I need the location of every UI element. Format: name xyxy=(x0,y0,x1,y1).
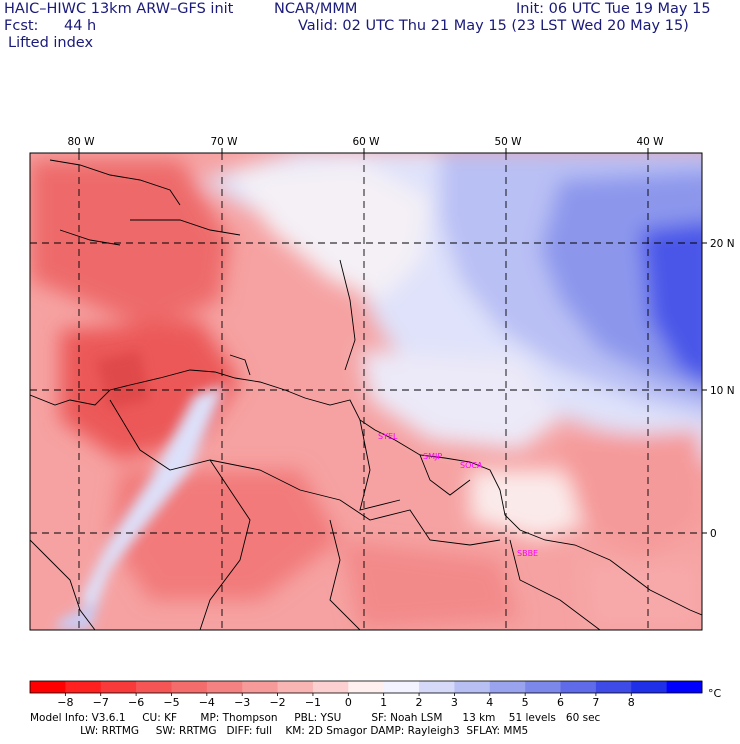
colorbar-label: 1 xyxy=(380,696,387,709)
colorbar-frame xyxy=(29,680,703,694)
model-info-line-1: Model Info: V3.6.1 CU: KF MP: Thompson P… xyxy=(30,712,601,724)
lat-label-20n: 20 N xyxy=(710,238,735,250)
lon-label-40w: 40 W xyxy=(636,136,664,148)
model-info-line-2: LW: RRTMG SW: RRTMG DIFF: full KM: 2D Sm… xyxy=(30,725,529,737)
colorbar-swatch xyxy=(348,681,385,693)
lon-label-50w: 50 W xyxy=(494,136,522,148)
colorbar: −8 −7 −6 −5 −4 −3 −2 −1 0 1 2 3 4 5 6 7 8 °C xyxy=(29,680,722,709)
colorbar-swatch xyxy=(312,681,349,693)
valid-time: Valid: 02 UTC Thu 21 May 15 (23 LST Wed … xyxy=(298,18,689,34)
lon-label-60w: 60 W xyxy=(352,136,380,148)
station-sbbe: SBBE xyxy=(517,549,538,558)
colorbar-swatch xyxy=(171,681,208,693)
colorbar-label: −1 xyxy=(305,696,321,709)
lat-label-10n: 10 N xyxy=(710,385,735,397)
forecast-label: Fcst: xyxy=(4,18,39,34)
colorbar-swatch xyxy=(454,681,491,693)
lifted-index-field xyxy=(30,153,702,630)
colorbar-swatch xyxy=(100,681,137,693)
colorbar-label: −5 xyxy=(163,696,179,709)
colorbar-label: −7 xyxy=(93,696,109,709)
colorbar-label: 3 xyxy=(451,696,458,709)
graticule xyxy=(30,153,702,630)
map-frame xyxy=(29,152,703,631)
coastlines xyxy=(30,159,702,630)
colorbar-label: 7 xyxy=(592,696,599,709)
colorbar-label: 6 xyxy=(557,696,564,709)
colorbar-swatch xyxy=(30,681,66,693)
colorbar-swatch xyxy=(242,681,279,693)
station-smjp: SMJP xyxy=(423,452,442,461)
colorbar-label: −8 xyxy=(57,696,73,709)
station-syel: SYEL xyxy=(378,432,398,441)
colorbar-swatch xyxy=(525,681,562,693)
colorbar-label: 5 xyxy=(522,696,529,709)
colorbar-swatch xyxy=(136,681,172,693)
colorbar-swatch xyxy=(277,681,314,693)
colorbar-label: −2 xyxy=(269,696,285,709)
colorbar-label: −3 xyxy=(234,696,250,709)
lon-label-80w: 80 W xyxy=(67,136,95,148)
colorbar-swatch xyxy=(489,681,526,693)
colorbar-label: 4 xyxy=(486,696,493,709)
colorbar-label: −4 xyxy=(199,696,215,709)
colorbar-swatch xyxy=(206,681,243,693)
init-time: Init: 06 UTC Tue 19 May 15 xyxy=(516,1,711,17)
model-title: HAIC–HIWC 13km ARW–GFS init xyxy=(4,1,234,17)
forecast-hour: 44 h xyxy=(64,18,97,34)
lat-label-0: 0 xyxy=(710,528,717,540)
colorbar-swatch xyxy=(560,681,597,693)
colorbar-swatch xyxy=(595,681,632,693)
colorbar-swatch xyxy=(383,681,420,693)
station-soca: SOCA xyxy=(460,461,483,470)
colorbar-swatch xyxy=(631,681,668,693)
colorbar-swatch xyxy=(666,681,703,693)
colorbar-label: 0 xyxy=(345,696,352,709)
colorbar-label: −6 xyxy=(128,696,144,709)
lon-label-70w: 70 W xyxy=(210,136,238,148)
colorbar-unit: °C xyxy=(708,687,722,700)
colorbar-swatch xyxy=(65,681,102,693)
field-name: Lifted index xyxy=(8,35,94,51)
org-label: NCAR/MMM xyxy=(274,1,358,17)
colorbar-swatch xyxy=(419,681,455,693)
colorbar-label: 2 xyxy=(416,696,423,709)
colorbar-label: 8 xyxy=(628,696,635,709)
